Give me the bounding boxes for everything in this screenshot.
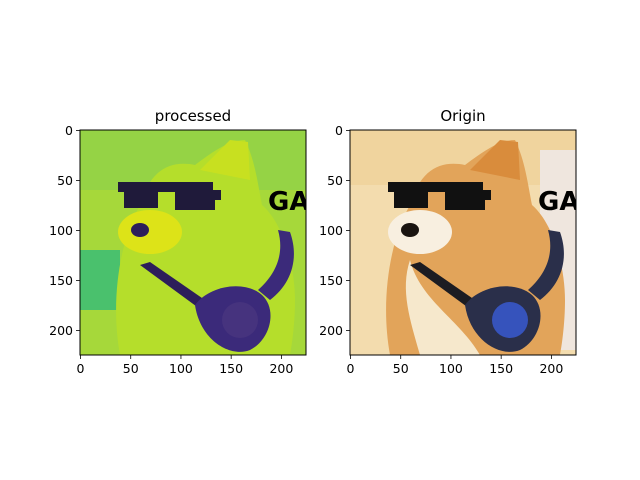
image-processed: GA (80, 130, 309, 355)
panel-processed: processed GA (79, 107, 309, 356)
x-tick-label-origin: 50 (393, 361, 409, 376)
x-tick-label-processed: 150 (219, 361, 243, 376)
y-tick-label-origin: 0 (335, 123, 343, 138)
y-tick-label-processed: 100 (49, 223, 73, 238)
x-tick-label-processed: 200 (269, 361, 293, 376)
x-tick-label-origin: 0 (347, 361, 355, 376)
y-tick-label-origin: 50 (327, 173, 343, 188)
x-tick-label-origin: 200 (539, 361, 563, 376)
y-tick-label-origin: 200 (319, 323, 343, 338)
y-tick-label-origin: 100 (319, 223, 343, 238)
y-tick-label-processed: 200 (49, 323, 73, 338)
x-tick-label-processed: 0 (77, 361, 85, 376)
x-tick-label-processed: 100 (169, 361, 193, 376)
x-tick-label-origin: 100 (439, 361, 463, 376)
y-tick-label-processed: 50 (57, 173, 73, 188)
y-tick-label-processed: 0 (65, 123, 73, 138)
x-tick-label-processed: 50 (123, 361, 139, 376)
svg-text:GA: GA (268, 187, 309, 217)
y-tick-label-origin: 150 (319, 273, 343, 288)
y-tick-label-processed: 150 (49, 273, 73, 288)
panel-origin: Origin GA (349, 107, 579, 356)
x-tick-label-origin: 150 (489, 361, 513, 376)
panel-title-origin: Origin (440, 107, 485, 125)
svg-text:GA: GA (538, 187, 579, 217)
panel-title-processed: processed (155, 107, 231, 125)
image-origin: GA (350, 130, 579, 355)
